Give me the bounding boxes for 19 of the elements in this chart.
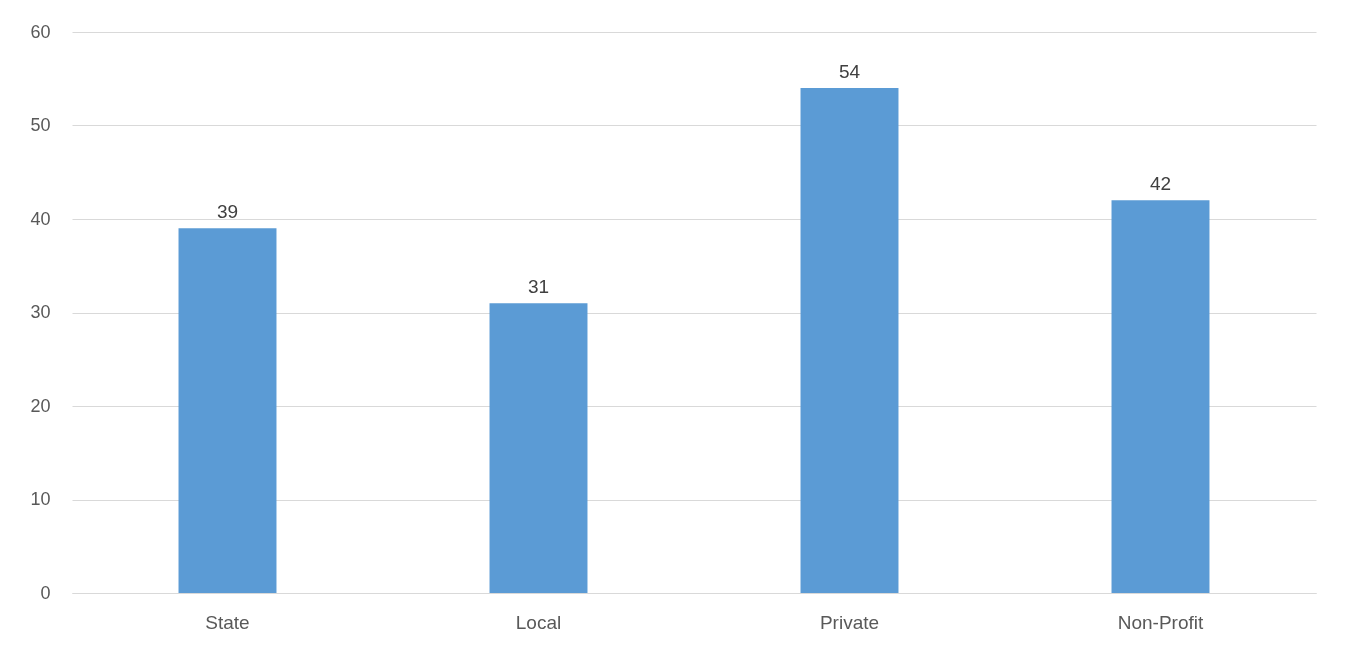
x-tick-label: Local bbox=[515, 611, 562, 633]
y-tick-label: 50 bbox=[30, 115, 51, 135]
data-label: 42 bbox=[1149, 173, 1172, 195]
y-tick-label: 10 bbox=[30, 489, 51, 509]
data-label: 54 bbox=[838, 61, 861, 83]
x-tick-label: Non-Profit bbox=[1117, 611, 1204, 633]
data-label: 31 bbox=[527, 276, 550, 298]
bar bbox=[178, 228, 277, 593]
bar bbox=[800, 88, 899, 593]
y-tick-label: 60 bbox=[30, 21, 51, 42]
bar bbox=[489, 303, 588, 593]
data-label: 39 bbox=[216, 201, 239, 223]
y-tick-label: 30 bbox=[30, 302, 51, 322]
y-tick-label: 40 bbox=[30, 208, 51, 229]
y-tick-label: 20 bbox=[30, 395, 51, 416]
y-tick-label: 0 bbox=[40, 582, 51, 603]
x-tick-label: State bbox=[205, 611, 250, 633]
bar bbox=[1111, 200, 1210, 593]
x-tick-label: Private bbox=[819, 611, 880, 633]
